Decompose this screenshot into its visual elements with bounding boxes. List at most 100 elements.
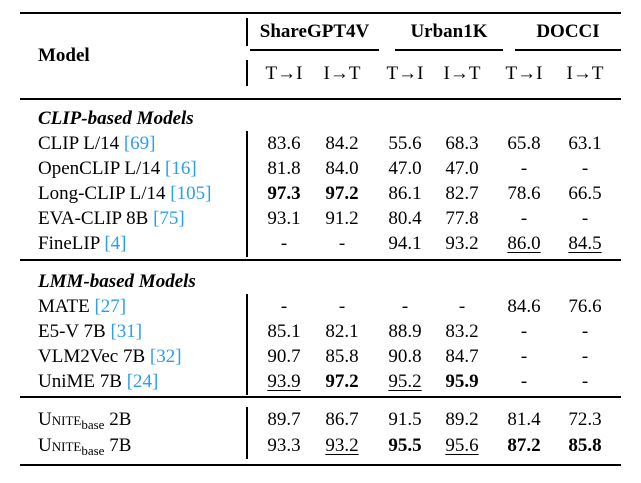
model-name: UniME 7B [24]: [38, 371, 158, 393]
unite-subscript: base: [81, 417, 105, 432]
cell-value: 83.2: [445, 321, 479, 342]
cell-value: -: [581, 346, 589, 367]
cell-value: 88.9: [388, 321, 422, 342]
cell-value: 93.3: [267, 435, 301, 456]
second-best-value: 86.0: [507, 233, 541, 254]
cell-value: 63.1: [568, 133, 602, 154]
cell-value: 95.6: [434, 435, 490, 457]
model-label: FineLIP: [38, 233, 105, 254]
model-label: Long-CLIP L/14: [38, 183, 171, 204]
subcolumn-header: T→I: [505, 63, 543, 84]
group-header: Urban1K: [410, 21, 488, 42]
second-best-value: 93.2: [325, 435, 359, 456]
cell-value: 81.8: [267, 158, 301, 179]
cell-value: 93.2: [445, 233, 479, 254]
model-label: OpenCLIP L/14: [38, 158, 166, 179]
model-name: EVA-CLIP 8B [75]: [38, 208, 185, 230]
second-best-value: 93.9: [267, 371, 301, 392]
section-title: LMM-based Models: [38, 271, 196, 292]
header-rule: [20, 98, 621, 100]
cell-value: 84.2: [325, 133, 359, 154]
cell-value: 80.4: [388, 208, 422, 229]
subcolumn-header: I→T: [566, 63, 604, 84]
second-best-value: 95.6: [445, 435, 479, 456]
cell-value: -: [280, 233, 288, 254]
second-best-value: 84.5: [568, 233, 602, 254]
cell-value: 84.6: [507, 296, 541, 317]
cell-value: -: [338, 296, 346, 317]
cell-value: 47.0: [388, 158, 422, 179]
cell-value: 95.5: [388, 435, 422, 456]
model-size: 2B: [104, 409, 132, 430]
cell-value: 95.9: [445, 371, 479, 392]
subcolumn-header: T→I: [265, 63, 303, 84]
cell-value: 83.6: [267, 133, 301, 154]
cell-value: 66.5: [568, 183, 602, 204]
unite-label: Unite: [38, 409, 82, 430]
subcolumn-header: T→I: [386, 63, 424, 84]
citation-link[interactable]: [105]: [170, 183, 212, 204]
cell-value: 72.3: [568, 409, 602, 430]
unite-label: Unite: [38, 435, 82, 456]
cell-value: 82.7: [445, 183, 479, 204]
unite-divider: [246, 407, 248, 459]
top-rule: [20, 12, 621, 14]
second-best-value: 95.2: [388, 371, 422, 392]
cell-value: 89.2: [445, 409, 479, 430]
group-header: ShareGPT4V: [259, 21, 370, 42]
model-name: CLIP L/14 [69]: [38, 133, 156, 155]
section-rule: [20, 259, 621, 261]
cell-value: 68.3: [445, 133, 479, 154]
section-title: CLIP-based Models: [38, 108, 194, 129]
cell-value: -: [581, 371, 589, 392]
model-name: Unitebase 2B: [38, 409, 131, 431]
citation-link[interactable]: [32]: [149, 346, 182, 367]
cell-value: 91.2: [325, 208, 359, 229]
cell-value: 86.1: [388, 183, 422, 204]
cell-value: -: [280, 296, 288, 317]
cell-value: 90.8: [388, 346, 422, 367]
model-name: VLM2Vec 7B [32]: [38, 346, 182, 368]
cell-value: 89.7: [267, 409, 301, 430]
subcolumn-header: I→T: [443, 63, 481, 84]
cell-value: 84.7: [445, 346, 479, 367]
bottom-rule: [20, 464, 621, 466]
model-name: E5-V 7B [31]: [38, 321, 142, 343]
cell-value: 90.7: [267, 346, 301, 367]
unite-subscript: base: [81, 443, 105, 458]
cell-value: -: [520, 158, 528, 179]
subcolumn-header: I→T: [323, 63, 361, 84]
cell-value: 87.2: [507, 435, 541, 456]
citation-link[interactable]: [16]: [165, 158, 197, 179]
cell-value: -: [581, 158, 589, 179]
model-name: FineLIP [4]: [38, 233, 126, 255]
cell-value: 97.3: [267, 183, 301, 204]
citation-link[interactable]: [4]: [104, 233, 127, 254]
cell-value: 77.8: [445, 208, 479, 229]
cell-value: 85.8: [325, 346, 359, 367]
header-divider: [246, 18, 248, 46]
citation-link[interactable]: [75]: [153, 208, 185, 229]
cell-value: -: [401, 296, 409, 317]
citation-link[interactable]: [31]: [110, 321, 143, 342]
unite-rule: [20, 396, 621, 398]
section-divider: [246, 131, 248, 257]
citation-link[interactable]: [69]: [123, 133, 156, 154]
model-label: EVA-CLIP 8B: [38, 208, 154, 229]
cell-value: -: [520, 321, 528, 342]
model-label: VLM2Vec 7B: [38, 346, 150, 367]
citation-link[interactable]: [24]: [126, 371, 159, 392]
model-name: OpenCLIP L/14 [16]: [38, 158, 197, 180]
citation-link[interactable]: [27]: [94, 296, 127, 317]
subheader-divider: [246, 60, 248, 86]
cell-value: 93.2: [314, 435, 370, 457]
cell-value: 84.0: [325, 158, 359, 179]
model-label: CLIP L/14: [38, 133, 124, 154]
model-header: Model: [38, 45, 90, 66]
cell-value: 65.8: [507, 133, 541, 154]
model-label: UniME 7B: [38, 371, 127, 392]
model-size: 7B: [104, 435, 132, 456]
cell-value: 97.2: [325, 371, 359, 392]
cell-value: 95.2: [377, 371, 433, 393]
cell-value: 91.5: [388, 409, 422, 430]
